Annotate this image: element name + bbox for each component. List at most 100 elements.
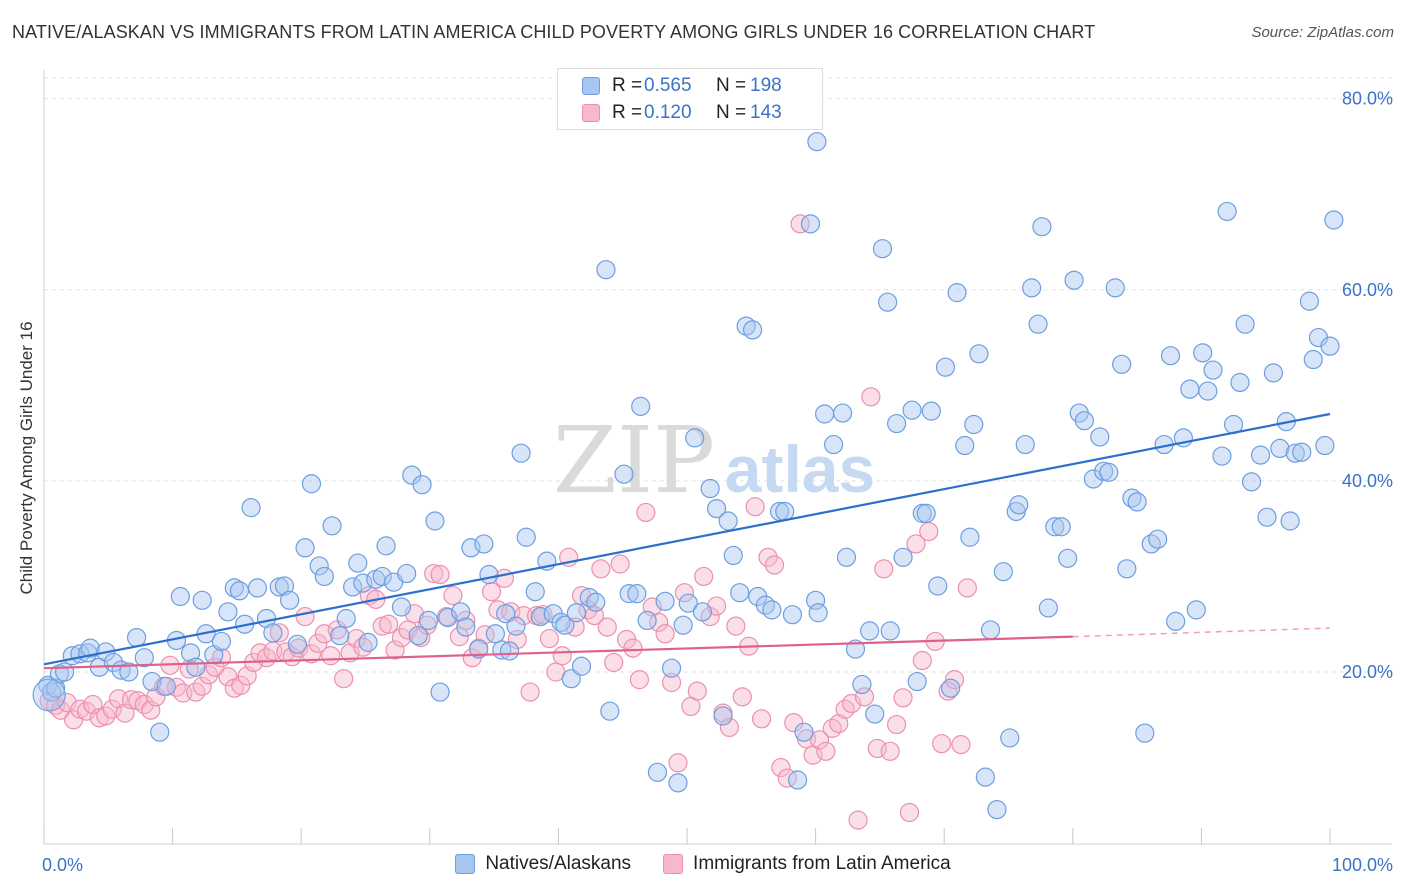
legend-n-label: N = [716,102,747,123]
data-point-immigrants [481,582,502,602]
data-point-natives [322,516,342,536]
data-point-natives [668,773,688,793]
watermark: ZIP atlas [553,407,875,514]
data-point-natives [469,639,489,659]
data-point-natives [142,671,162,692]
data-point-natives [1148,529,1168,549]
grid-lines [44,77,1392,673]
watermark-atlas: atlas [725,432,875,506]
data-point-immigrants [771,757,791,778]
data-point-immigrants [655,624,675,644]
data-point-natives [586,592,606,612]
legend-row-immigrants: R = 0.120 N = 143 [582,101,782,125]
data-point-natives [451,602,471,622]
data-point-natives [907,671,927,692]
data-point-natives [274,576,295,596]
data-point-natives [1193,343,1213,363]
legend-label-immigrants: Immigrants from Latin America [693,853,951,874]
data-point-natives [742,320,763,340]
data-point-immigrants [146,687,166,707]
data-point-natives [1230,372,1250,393]
data-point-natives [1166,611,1186,631]
data-point-immigrants [758,547,778,567]
data-point-natives [295,538,315,558]
data-point-natives [678,593,698,613]
legend-item-natives: Natives/Alaskans [455,853,631,875]
data-point-natives [485,624,505,644]
data-point-natives [229,581,250,601]
data-point-immigrants [231,675,251,695]
data-point-immigrants [932,734,952,754]
chart-title: NATIVE/ALASKAN VS IMMIGRANTS FROM LATIN … [12,22,1096,42]
data-point-natives [192,590,212,610]
data-point-immigrants [552,646,572,666]
data-point-immigrants [919,521,939,542]
data-point-immigrants [790,214,810,234]
legend-swatch-pink [582,104,600,122]
data-point-immigrants [269,623,289,643]
data-point-immigrants [102,699,122,719]
data-point-natives [805,590,826,610]
data-point-immigrants [874,559,894,579]
data-point-natives [343,577,363,597]
data-point-immigrants [623,638,643,658]
trend-lines [43,412,1331,670]
data-point-natives [782,605,803,625]
data-point-immigrants [295,606,315,627]
data-point-natives [872,239,893,259]
data-point-natives [627,584,647,604]
data-point-natives [1285,443,1305,463]
data-point-natives [496,604,516,624]
data-point-immigrants [816,741,836,761]
data-point-immigrants [726,616,746,636]
data-point-natives [887,413,907,434]
data-point-natives [655,591,675,611]
data-point-immigrants [951,735,971,755]
data-point-immigrants [430,564,450,585]
data-point-natives [1127,492,1147,512]
data-point-natives [280,590,300,610]
data-point-immigrants [321,646,341,666]
data-point-natives [1303,349,1323,370]
data-point-immigrants [121,690,142,710]
data-point-natives [1064,270,1084,290]
data-point-natives [993,562,1013,582]
series-legend: Natives/Alaskans Immigrants from Latin A… [0,852,1406,876]
data-point-natives [987,799,1007,820]
data-point-immigrants [192,676,212,696]
data-point-natives [800,214,821,234]
data-point-immigrants [379,614,399,634]
data-point-natives [224,578,244,598]
data-point-immigrants [610,554,630,574]
data-point-immigrants [591,559,611,579]
data-point-natives [1028,314,1048,334]
data-point-immigrants [848,810,868,830]
data-point-natives [860,621,880,641]
data-point-natives [263,623,283,643]
data-point-natives [555,615,575,635]
data-point-natives [865,704,885,724]
data-point-natives [1122,488,1142,508]
series-natives-points [32,132,1344,820]
data-point-natives [1292,442,1312,462]
data-point-natives [1009,495,1029,515]
data-point-natives [516,527,536,547]
data-point-natives [619,584,639,604]
data-point-immigrants [957,578,977,598]
data-point-natives [376,536,396,556]
data-point-natives [479,564,499,585]
data-point-natives [713,706,733,726]
data-point-natives [430,682,450,702]
data-point-immigrants [861,387,881,407]
data-point-natives [647,762,668,782]
data-point-natives [706,499,727,519]
x-tick-label-start: 0.0% [42,855,83,875]
legend-r-label: R = [612,102,643,123]
data-point-natives [1324,210,1344,230]
data-point-immigrants [899,802,920,823]
data-point-natives [673,615,693,635]
x-tick-label-end: 100.0% [1332,855,1393,875]
data-point-immigrants [829,713,849,734]
data-point-natives [614,464,634,484]
data-point-natives [1045,517,1065,537]
